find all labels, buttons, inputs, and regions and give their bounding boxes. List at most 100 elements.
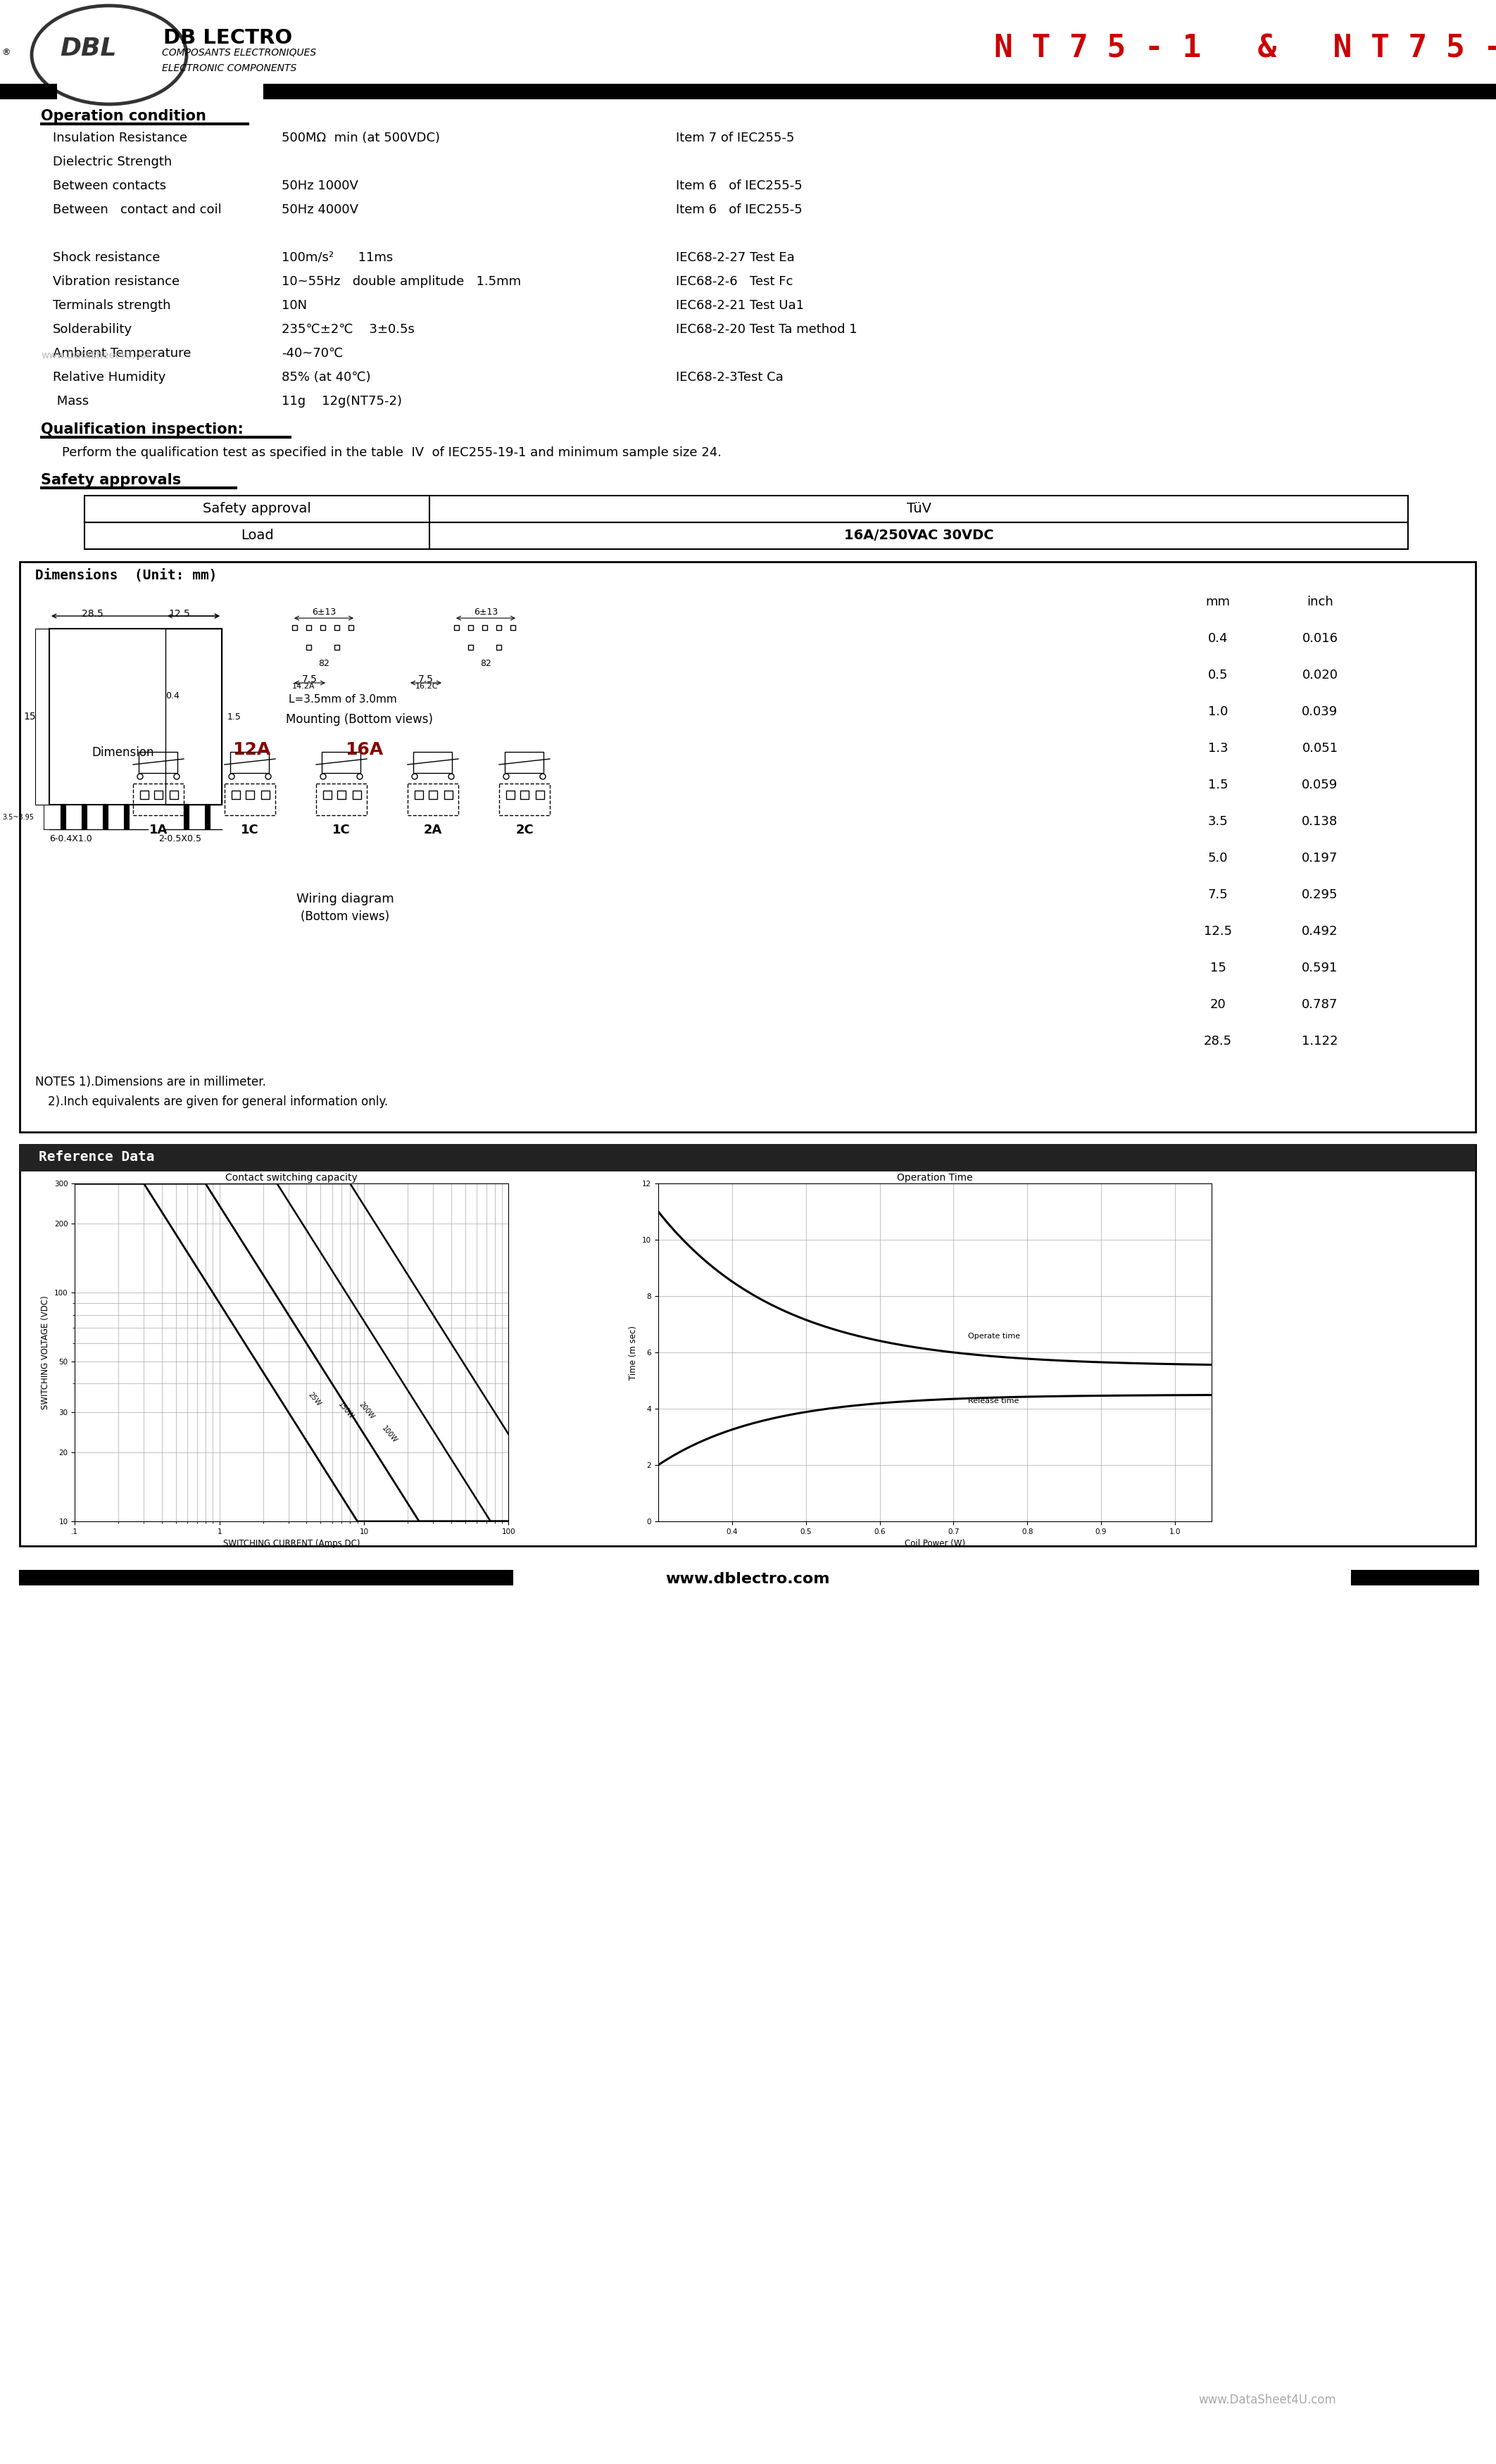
Text: 100W: 100W — [380, 1424, 398, 1444]
Text: IEC68-2-3Test Ca: IEC68-2-3Test Ca — [676, 372, 784, 384]
Bar — [103, 806, 108, 830]
Text: 6±13: 6±13 — [474, 609, 498, 616]
Text: N T 7 5 - 1   &   N T 7 5 - 2: N T 7 5 - 1 & N T 7 5 - 2 — [995, 34, 1496, 64]
Text: 0.020: 0.020 — [1302, 668, 1337, 683]
Bar — [455, 626, 459, 631]
X-axis label: Coil Power (W): Coil Power (W) — [905, 1540, 965, 1547]
Text: 10N: 10N — [281, 298, 307, 313]
Bar — [19, 1146, 1475, 1545]
Bar — [429, 791, 437, 798]
Bar — [307, 626, 311, 631]
Text: 50Hz 1000V: 50Hz 1000V — [281, 180, 358, 192]
Text: Vibration resistance: Vibration resistance — [52, 276, 180, 288]
Text: 11g    12g(NT75-2): 11g 12g(NT75-2) — [281, 394, 402, 407]
Text: 1.3: 1.3 — [1207, 742, 1228, 754]
Text: Ambient Temperature: Ambient Temperature — [52, 347, 191, 360]
Text: Qualification inspection:: Qualification inspection: — [40, 421, 244, 436]
Text: Insulation Resistance: Insulation Resistance — [52, 131, 187, 145]
Text: 200W: 200W — [358, 1400, 375, 1419]
Bar — [353, 791, 361, 798]
Text: IEC68-2-20 Test Ta method 1: IEC68-2-20 Test Ta method 1 — [676, 323, 857, 335]
Text: Dimension: Dimension — [91, 747, 154, 759]
Text: Perform the qualification test as specified in the table  IV  of IEC255-19-1 and: Perform the qualification test as specif… — [61, 446, 721, 458]
Circle shape — [411, 774, 417, 779]
Bar — [169, 791, 178, 798]
Bar — [521, 791, 528, 798]
Text: 15: 15 — [1210, 961, 1227, 973]
Circle shape — [265, 774, 271, 779]
Text: Solderability: Solderability — [52, 323, 133, 335]
Bar — [506, 791, 515, 798]
Bar — [323, 791, 332, 798]
Bar — [497, 626, 501, 631]
Text: 0.492: 0.492 — [1302, 924, 1337, 939]
Bar — [1352, 1570, 1478, 1584]
Text: 20: 20 — [1210, 998, 1225, 1010]
Text: Safety approval: Safety approval — [203, 503, 311, 515]
Text: 85% (at 40℃): 85% (at 40℃) — [281, 372, 371, 384]
Circle shape — [358, 774, 362, 779]
Bar — [184, 806, 188, 830]
Text: 1C: 1C — [241, 823, 259, 835]
Text: 2A: 2A — [423, 823, 443, 835]
Text: 7.5: 7.5 — [302, 675, 317, 685]
Text: Item 6   of IEC255-5: Item 6 of IEC255-5 — [676, 180, 802, 192]
Circle shape — [174, 774, 180, 779]
Bar — [316, 784, 367, 816]
Text: 5.0: 5.0 — [1207, 853, 1228, 865]
Text: Wiring diagram: Wiring diagram — [296, 892, 393, 904]
Circle shape — [138, 774, 144, 779]
Text: 235℃±2℃    3±0.5s: 235℃±2℃ 3±0.5s — [281, 323, 414, 335]
Text: 28.5: 28.5 — [1204, 1035, 1233, 1047]
Text: Reference Data: Reference Data — [39, 1151, 154, 1163]
Bar — [84, 522, 1408, 549]
Text: NOTES 1).Dimensions are in millimeter.: NOTES 1).Dimensions are in millimeter. — [36, 1077, 266, 1089]
Bar — [19, 1570, 513, 1584]
Text: 0.138: 0.138 — [1302, 816, 1337, 828]
Text: 100m/s²      11ms: 100m/s² 11ms — [281, 251, 393, 264]
Text: 3.5~3.95: 3.5~3.95 — [1, 813, 34, 821]
Text: Mass: Mass — [52, 394, 88, 407]
Text: -40~70℃: -40~70℃ — [281, 347, 343, 360]
Text: 15: 15 — [24, 712, 36, 722]
Text: 6±13: 6±13 — [311, 609, 337, 616]
Text: Relative Humidity: Relative Humidity — [52, 372, 166, 384]
Text: 50Hz 4000V: 50Hz 4000V — [281, 205, 359, 217]
Y-axis label: Time (m sec): Time (m sec) — [628, 1326, 639, 1380]
Bar — [349, 626, 353, 631]
Bar — [224, 784, 275, 816]
Bar — [497, 646, 501, 650]
Text: 1A: 1A — [150, 823, 168, 835]
Text: 1.0: 1.0 — [1207, 705, 1228, 717]
Bar — [262, 791, 269, 798]
Bar — [468, 626, 473, 631]
Bar — [82, 806, 87, 830]
Text: www.DataSheet4U.com: www.DataSheet4U.com — [1198, 2393, 1336, 2407]
Bar — [230, 752, 269, 774]
Text: ®: ® — [1, 47, 10, 57]
Bar — [322, 752, 361, 774]
Text: 0.787: 0.787 — [1302, 998, 1337, 1010]
Text: 0.059: 0.059 — [1302, 779, 1337, 791]
Text: 12.5: 12.5 — [1204, 924, 1233, 939]
Text: Operation condition: Operation condition — [40, 108, 206, 123]
Circle shape — [540, 774, 546, 779]
Text: 2C: 2C — [516, 823, 534, 835]
Bar — [19, 562, 1475, 1131]
Text: 10~55Hz   double amplitude   1.5mm: 10~55Hz double amplitude 1.5mm — [281, 276, 521, 288]
Text: 0.4: 0.4 — [1207, 633, 1228, 646]
Bar — [61, 806, 66, 830]
Title: Contact switching capacity: Contact switching capacity — [226, 1173, 358, 1183]
Text: DB LECTRO: DB LECTRO — [163, 27, 292, 47]
Text: 0.5: 0.5 — [1207, 668, 1228, 683]
Bar — [510, 626, 515, 631]
Circle shape — [503, 774, 509, 779]
Text: COMPOSANTS ELECTRONIQUES: COMPOSANTS ELECTRONIQUES — [162, 47, 316, 57]
Text: 28.5: 28.5 — [81, 609, 103, 618]
Bar — [166, 628, 221, 806]
Text: IEC68-2-21 Test Ua1: IEC68-2-21 Test Ua1 — [676, 298, 803, 313]
Text: 6-0.4X1.0: 6-0.4X1.0 — [49, 835, 93, 843]
Text: Between contacts: Between contacts — [52, 180, 166, 192]
Bar — [263, 84, 1496, 99]
Bar — [335, 646, 340, 650]
